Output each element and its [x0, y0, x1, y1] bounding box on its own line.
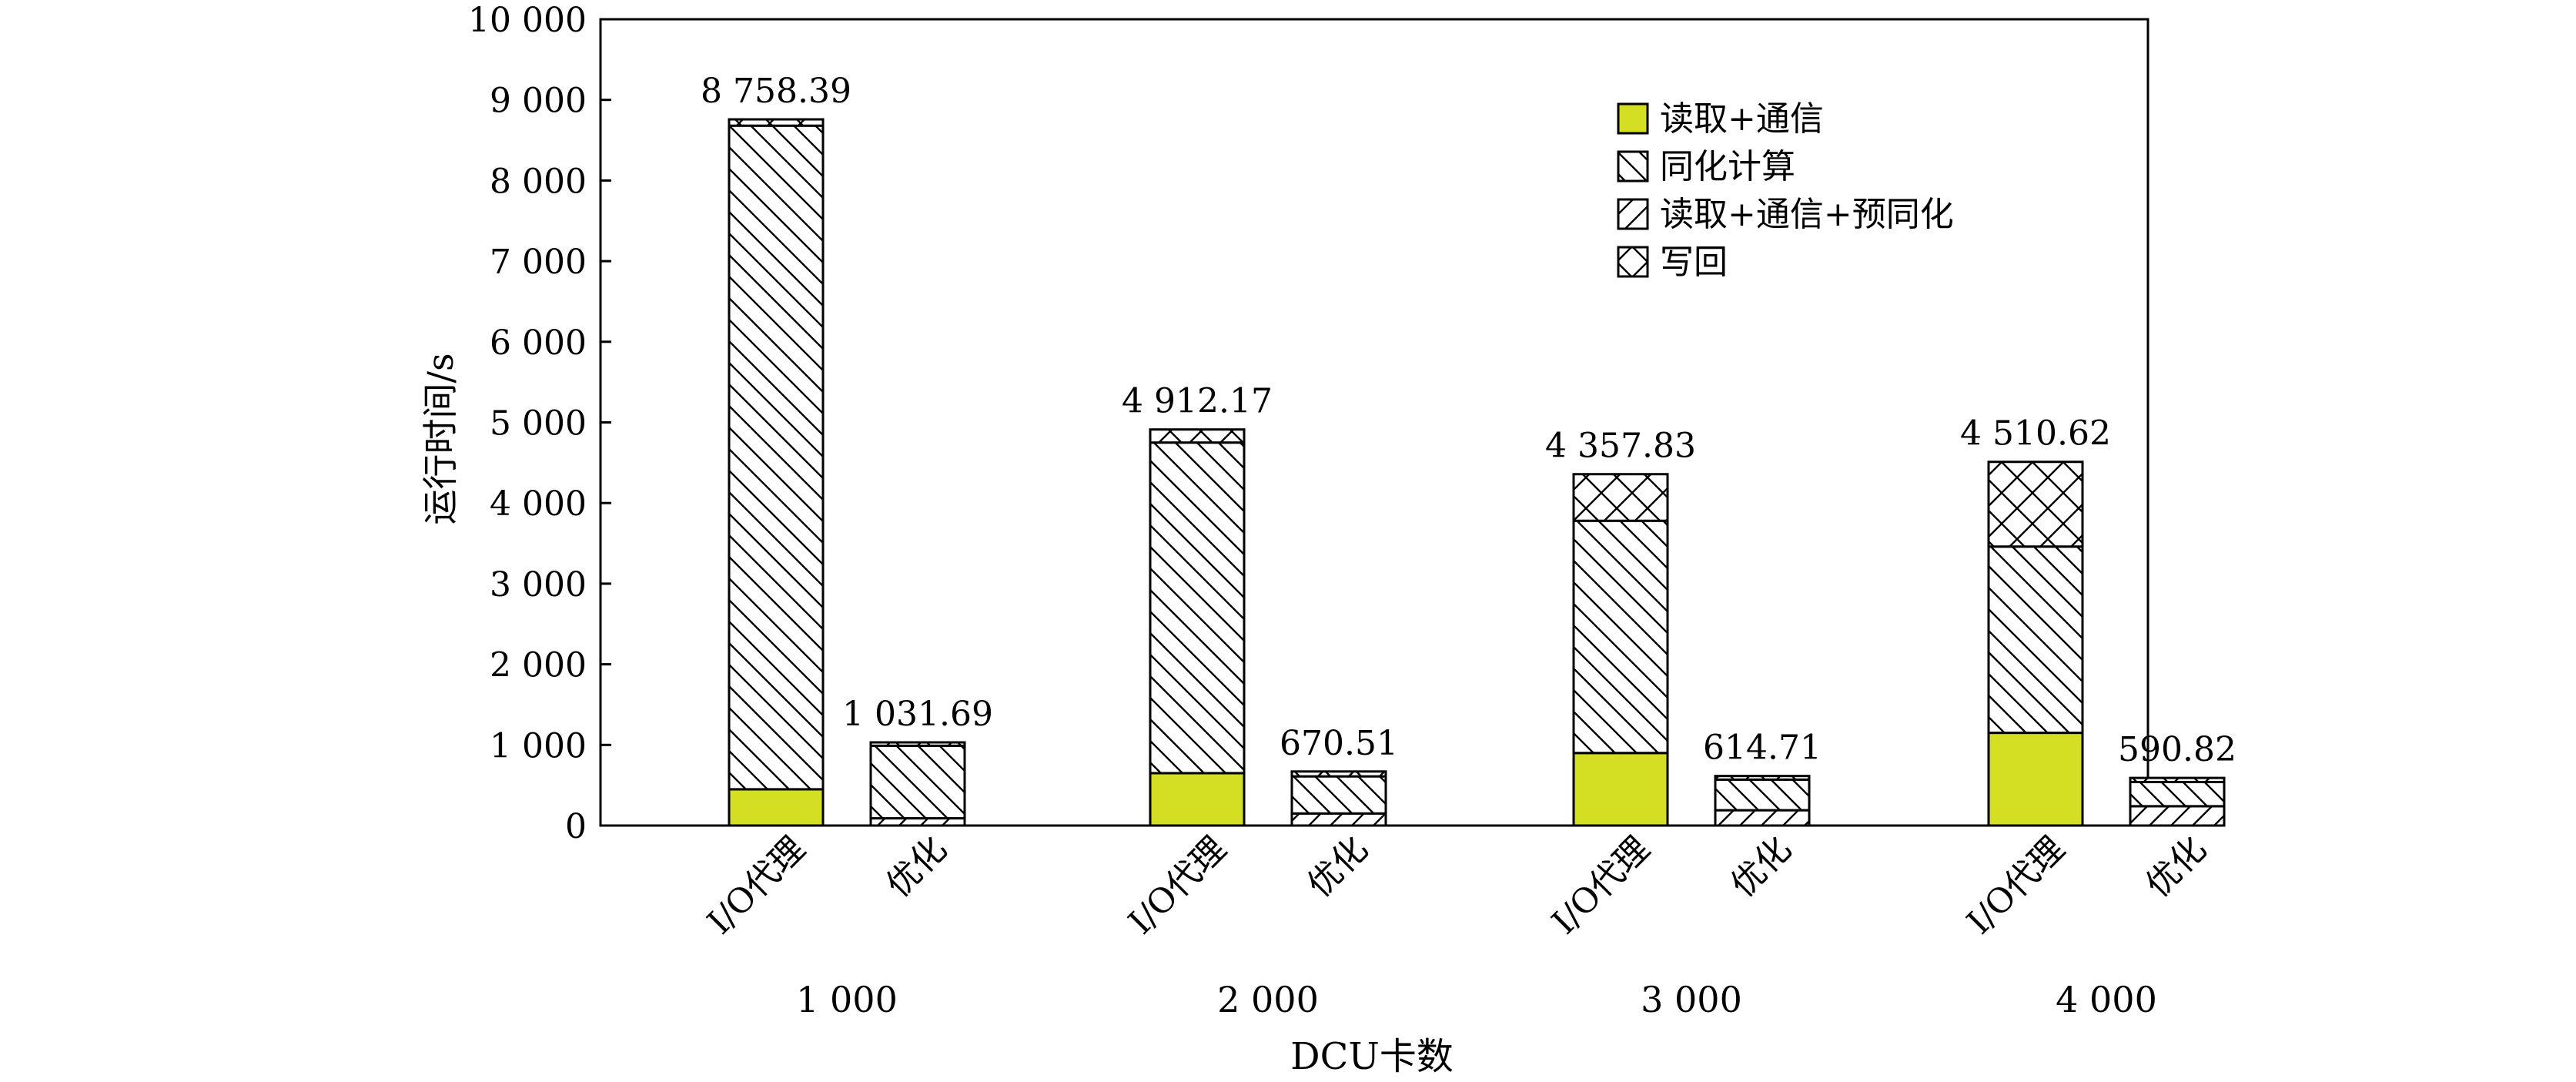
x-axis-title: DCU卡数: [1290, 1035, 1454, 1078]
y-tick-label: 9 000: [490, 82, 587, 121]
group-label: 2 000: [1217, 979, 1319, 1020]
bar-segment-read-comm: [1149, 772, 1246, 827]
y-tick-label: 0: [565, 807, 587, 846]
bar-segment-read-comm: [1987, 732, 2084, 827]
y-tick-label: 5 000: [490, 404, 587, 444]
bar-segment-writeback: [1149, 428, 1246, 444]
bar-category-label: I/O代理: [1121, 829, 1234, 943]
y-tick-label: 4 000: [490, 484, 587, 524]
bar-segment-read-comm-pre: [1714, 809, 1811, 827]
bar-segment-assim: [2129, 780, 2226, 808]
bar-category-label: 优化: [2138, 829, 2213, 905]
bar-category-label: 优化: [878, 829, 954, 905]
legend-label-read-comm-pre: 读取+通信+预同化: [1660, 195, 1954, 234]
bar-segment-writeback: [1714, 775, 1811, 781]
legend-swatch-read-comm-pre: [1617, 198, 1649, 230]
bar-total-label: 614.71: [1703, 729, 1822, 768]
legend-label-writeback: 写回: [1660, 243, 1728, 282]
bar-segment-assim: [869, 744, 966, 820]
bar-total-label: 670.51: [1280, 724, 1398, 763]
bar-segment-assim: [1714, 778, 1811, 812]
group-label: 1 000: [796, 979, 898, 1020]
bar-total-label: 4 912.17: [1122, 382, 1273, 421]
bar-segment-read-comm-pre: [2129, 805, 2226, 827]
bar-category-label: I/O代理: [700, 829, 813, 943]
bar-category-label: 优化: [1300, 829, 1375, 905]
y-tick-label: 1 000: [490, 726, 587, 765]
y-tick-label: 2 000: [490, 646, 587, 685]
bar-total-label: 1 031.69: [842, 695, 993, 734]
bar-segment-assim: [1290, 775, 1387, 815]
y-tick-label: 7 000: [490, 243, 587, 282]
y-tick-label: 3 000: [490, 565, 587, 605]
bar-segment-read-comm: [1572, 752, 1669, 827]
plot-area: 0 1 000 2 000 3 000 4 000 5 000 6 000 7 000 8 00…: [468, 1, 2236, 1020]
bar-segment-writeback: [728, 118, 825, 127]
y-axis-title: 运行时间/s: [420, 353, 461, 524]
bar-segment-assim: [1572, 519, 1669, 755]
group-label: 3 000: [1641, 979, 1742, 1020]
bar-segment-writeback: [2129, 776, 2226, 783]
bar-segment-assim: [1149, 441, 1246, 775]
bar-category-label: 优化: [1723, 829, 1798, 905]
bar-category-label: I/O代理: [1959, 829, 2073, 943]
y-tick-label: 6 000: [490, 323, 587, 363]
legend-swatch-assim: [1617, 150, 1649, 183]
y-tick-label: 10 000: [468, 1, 587, 40]
bar-total-label: 4 510.62: [1960, 414, 2111, 454]
bar-category-label: I/O代理: [1544, 829, 1658, 943]
bar-segment-writeback: [1572, 473, 1669, 522]
bar-segment-assim: [728, 124, 825, 791]
legend-label-assim: 同化计算: [1660, 147, 1795, 186]
bar-segment-writeback: [1987, 461, 2084, 548]
legend-swatch-read-comm: [1617, 102, 1649, 135]
bar-segment-writeback: [869, 741, 966, 747]
bar-segment-read-comm-pre: [1290, 812, 1387, 827]
plot-frame: [599, 18, 2149, 827]
bar-segment-read-comm: [728, 788, 825, 827]
bar-segment-assim: [1987, 545, 2084, 735]
group-label: 4 000: [2056, 979, 2157, 1020]
bar-segment-writeback: [1290, 770, 1387, 778]
legend-label-read-comm: 读取+通信: [1660, 99, 1824, 139]
y-tick-label: 8 000: [490, 162, 587, 201]
legend-swatch-writeback: [1617, 246, 1649, 278]
bar-total-label: 4 357.83: [1545, 427, 1696, 466]
bar-total-label: 590.82: [2118, 730, 2236, 769]
bar-total-label: 8 758.39: [701, 72, 851, 111]
